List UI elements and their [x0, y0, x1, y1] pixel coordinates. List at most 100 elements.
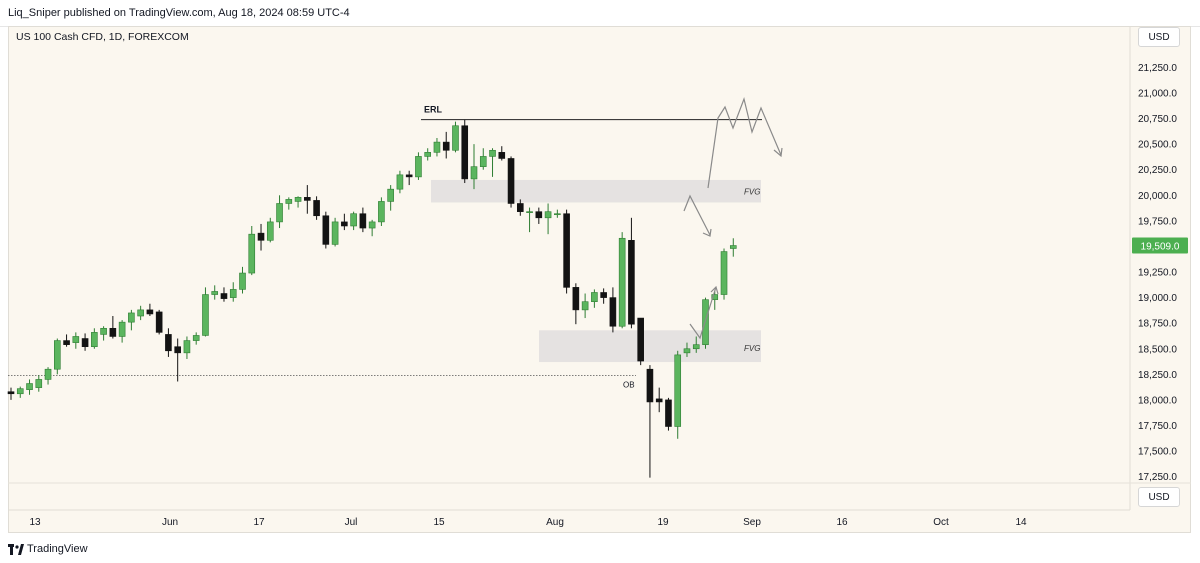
current-price-label: 19,509.0: [1141, 242, 1180, 253]
fvg-zone-upper: [431, 179, 761, 203]
candle-body: [628, 240, 635, 325]
candle-body: [155, 311, 163, 333]
candle-body: [591, 292, 598, 302]
candle-body: [554, 213, 561, 216]
candle-body: [239, 272, 246, 290]
candle-body: [53, 340, 61, 370]
symbol-label: US 100 Cash CFD, 1D, FOREXCOM: [16, 31, 189, 43]
candle-body: [711, 294, 719, 300]
y-tick-label: 20,500.0: [1138, 140, 1177, 151]
candle-body: [674, 354, 682, 427]
y-tick-label: 20,000.0: [1138, 191, 1177, 202]
y-tick-label: 20,750.0: [1138, 114, 1177, 125]
candle-body: [729, 245, 737, 249]
candle-body: [183, 340, 191, 354]
candle-body: [646, 368, 654, 403]
published-by-text: Liq_Sniper published on TradingView.com,…: [8, 7, 350, 19]
candle-body: [405, 174, 413, 178]
candle-body: [507, 158, 515, 204]
candle-body: [544, 211, 552, 219]
arrowhead-up: [710, 285, 719, 295]
arrowhead-top: [773, 147, 783, 158]
projection-path-top: [707, 96, 782, 189]
candle-body: [526, 211, 533, 213]
current-price-badge: [1132, 237, 1188, 254]
candle-body: [16, 388, 24, 395]
candle-body: [563, 213, 570, 288]
candle-body: [452, 125, 459, 151]
candle-body: [415, 156, 422, 178]
candle-body: [368, 221, 376, 229]
candle-body: [479, 156, 487, 167]
candle-body: [137, 309, 144, 317]
y-tick-label: 19,250.0: [1138, 268, 1177, 279]
tradingview-logo-icon: [8, 544, 24, 555]
candle-body: [637, 317, 644, 362]
x-tick-label: 14: [1015, 517, 1027, 528]
candle-body: [396, 174, 404, 190]
candle-body: [202, 294, 209, 336]
candle-body: [192, 335, 200, 341]
candle-body: [600, 292, 607, 298]
candle-body: [72, 336, 80, 343]
candle-body: [618, 237, 626, 327]
y-tick-label: 18,500.0: [1138, 344, 1177, 355]
candle-body: [378, 201, 385, 223]
y-tick-label: 17,500.0: [1138, 447, 1177, 458]
y-tick-label: 18,000.0: [1138, 395, 1177, 406]
candle-body: [609, 297, 617, 327]
y-tick-label: 20,250.0: [1138, 165, 1177, 176]
candle-body: [257, 232, 265, 241]
candle-body: [100, 327, 107, 335]
y-tick-label: 19,750.0: [1138, 216, 1177, 227]
candle-body: [665, 399, 672, 427]
candle-body: [341, 221, 348, 227]
candle-body: [470, 166, 478, 180]
x-tick-label: 19: [657, 517, 669, 528]
x-tick-label: 17: [253, 517, 265, 528]
candle-body: [581, 301, 589, 311]
candle-body: [498, 152, 506, 159]
candle-body: [146, 309, 154, 315]
currency-selector-top[interactable]: USD: [1138, 27, 1180, 47]
candle-body: [211, 291, 219, 295]
candle-body: [683, 348, 691, 354]
candle-body: [572, 287, 580, 311]
candle-body: [91, 332, 98, 348]
y-tick-label: 21,000.0: [1138, 89, 1177, 100]
candle-body: [35, 379, 43, 388]
fvg-zone-lower: [539, 330, 761, 363]
candle-body: [229, 289, 237, 298]
y-tick-label: 19,000.0: [1138, 293, 1177, 304]
y-tick-label: 21,250.0: [1138, 63, 1177, 74]
candle-body: [7, 391, 15, 395]
currency-selector-bottom[interactable]: USD: [1138, 487, 1180, 507]
candle-body: [331, 221, 339, 245]
x-tick-label: Jul: [345, 517, 358, 528]
candle-body: [118, 321, 126, 337]
candle-body: [692, 344, 700, 350]
fvg-label-lower: FVG: [744, 344, 760, 353]
candle-body: [489, 149, 496, 157]
candle-body: [313, 200, 320, 217]
x-tick-label: Oct: [933, 517, 949, 528]
arrowhead-down: [702, 228, 712, 237]
ob-label: OB: [623, 380, 635, 389]
candle-body: [655, 398, 663, 403]
candle-body: [26, 383, 33, 390]
candle-body: [516, 203, 524, 212]
candle-body: [294, 197, 302, 202]
candle-body: [276, 203, 283, 223]
y-tick-label: 17,250.0: [1138, 472, 1177, 483]
projection-path-down: [683, 194, 711, 236]
y-tick-label: 18,750.0: [1138, 319, 1177, 330]
candle-body: [322, 215, 330, 245]
footer: TradingView: [0, 536, 1200, 563]
candle-body: [128, 312, 135, 323]
chart-frame[interactable]: [8, 26, 1191, 533]
candle-body: [248, 233, 256, 274]
candle-body: [461, 125, 469, 180]
candle-body: [442, 141, 450, 151]
candle-body: [304, 197, 311, 201]
